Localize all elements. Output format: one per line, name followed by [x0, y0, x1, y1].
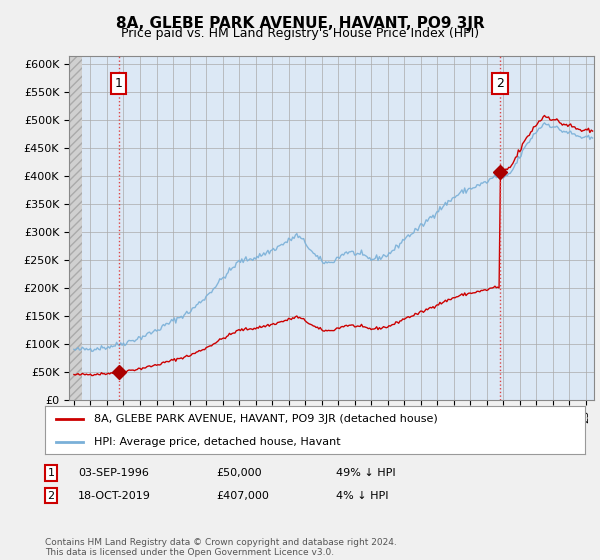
Text: Contains HM Land Registry data © Crown copyright and database right 2024.
This d: Contains HM Land Registry data © Crown c…	[45, 538, 397, 557]
Text: 18-OCT-2019: 18-OCT-2019	[78, 491, 151, 501]
Text: 1: 1	[47, 468, 55, 478]
Text: 8A, GLEBE PARK AVENUE, HAVANT, PO9 3JR: 8A, GLEBE PARK AVENUE, HAVANT, PO9 3JR	[116, 16, 484, 31]
Text: HPI: Average price, detached house, Havant: HPI: Average price, detached house, Hava…	[94, 437, 340, 447]
Text: £407,000: £407,000	[216, 491, 269, 501]
Text: 2: 2	[47, 491, 55, 501]
Text: 1: 1	[115, 77, 122, 90]
Text: 03-SEP-1996: 03-SEP-1996	[78, 468, 149, 478]
Text: £50,000: £50,000	[216, 468, 262, 478]
Bar	[69, 56, 82, 400]
Text: 8A, GLEBE PARK AVENUE, HAVANT, PO9 3JR (detached house): 8A, GLEBE PARK AVENUE, HAVANT, PO9 3JR (…	[94, 414, 437, 424]
Text: Price paid vs. HM Land Registry's House Price Index (HPI): Price paid vs. HM Land Registry's House …	[121, 27, 479, 40]
Text: 4% ↓ HPI: 4% ↓ HPI	[336, 491, 389, 501]
Text: 2: 2	[496, 77, 504, 90]
Text: 49% ↓ HPI: 49% ↓ HPI	[336, 468, 395, 478]
